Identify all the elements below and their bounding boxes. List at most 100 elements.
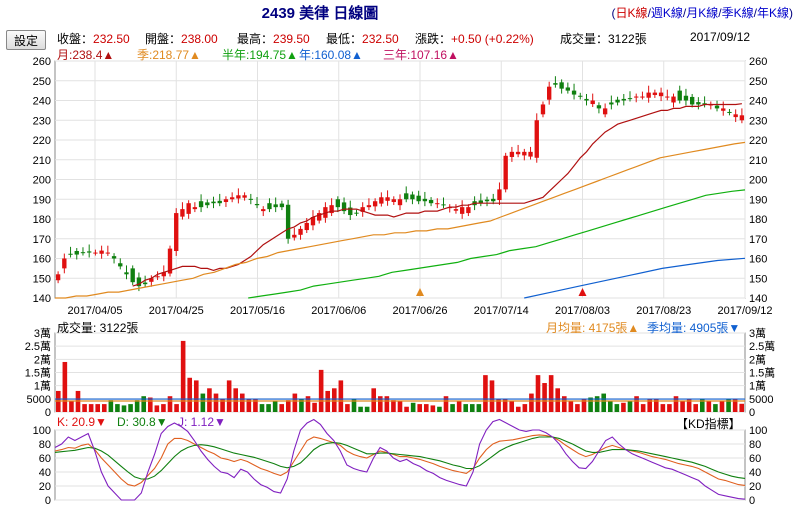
candle-body	[317, 213, 322, 221]
candle-body	[68, 253, 73, 255]
price-ytick-left: 260	[33, 56, 51, 68]
price-ytick-right: 210	[749, 155, 767, 167]
price-ytick-right: 240	[749, 96, 767, 108]
volume-bar	[285, 400, 291, 412]
volume-bar	[338, 380, 344, 412]
candle-body	[428, 200, 434, 204]
volume-bar	[502, 398, 508, 412]
candle-body	[217, 200, 222, 204]
volume-bar	[726, 398, 731, 412]
candle-body	[186, 203, 191, 214]
volume-bar	[345, 404, 350, 412]
volume-bar	[292, 393, 298, 412]
nav-yearly-link[interactable]: 年K線	[756, 6, 789, 20]
candle-body	[515, 151, 521, 155]
candle-body	[155, 276, 160, 278]
volume-bar	[621, 402, 626, 412]
volume-bar	[535, 375, 541, 412]
volume-bar	[331, 388, 337, 412]
candle-body	[528, 151, 533, 157]
kd-d-line	[54, 436, 746, 480]
volume-bar	[450, 404, 455, 412]
volume-bar	[101, 404, 107, 412]
nav-weekly-link[interactable]: 週K線	[650, 6, 683, 20]
price-ytick-right: 190	[749, 194, 767, 206]
price-ytick-right: 220	[749, 135, 767, 147]
volume-bar	[614, 404, 620, 412]
volume-bar	[384, 396, 390, 412]
nav-daily-link[interactable]: 日K線	[615, 6, 648, 20]
ma-season-label: 季:218.77▲	[137, 48, 201, 62]
candle-body	[478, 200, 483, 204]
volume-month-avg: 月均量: 4175張▲	[546, 321, 640, 335]
price-xtick: 2017/08/23	[636, 305, 691, 317]
price-ytick-left: 210	[33, 155, 51, 167]
volume-season-avg: 季均量: 4905張▼	[647, 321, 741, 335]
candle-body	[223, 199, 229, 203]
candle-body	[640, 96, 645, 98]
ma-halfyear-line	[248, 189, 746, 299]
volume-bar	[180, 340, 186, 412]
candle-body	[590, 100, 595, 105]
price-xtick: 2017/07/14	[474, 305, 529, 317]
candle-body	[565, 87, 571, 91]
nav-quarterly-link[interactable]: 季K線	[721, 6, 754, 20]
volume-bar	[397, 401, 403, 412]
volume-bar	[627, 401, 633, 412]
candle-body	[497, 189, 502, 201]
candle-body	[404, 193, 409, 200]
volume-bar	[476, 404, 482, 412]
volume-bar	[391, 400, 396, 412]
candle-body	[658, 92, 664, 97]
volume-bar	[443, 396, 449, 412]
candle-body	[540, 104, 546, 115]
volume-bar	[305, 396, 311, 412]
volume-ytick-right: 2.5萬	[749, 340, 775, 353]
candle-body	[360, 207, 365, 212]
volume-ytick-right: 3萬	[749, 327, 766, 340]
candle-body	[410, 194, 415, 200]
price-ytick-right: 260	[749, 56, 767, 68]
quote-change: 漲跌：+0.50 (+0.22%)	[415, 32, 534, 46]
volume-bar	[272, 401, 278, 412]
kd-d-label: D: 30.8▼	[117, 415, 168, 429]
volume-bar	[318, 369, 324, 412]
candle-body	[714, 105, 720, 109]
volume-ytick-right: 2萬	[749, 353, 766, 366]
price-ytick-left: 190	[33, 194, 51, 206]
volume-bar	[568, 401, 574, 412]
settings-button[interactable]: 設定	[6, 30, 46, 50]
volume-bar	[200, 393, 206, 412]
candle-body	[584, 98, 589, 101]
price-xtick: 2017/09/12	[717, 305, 772, 317]
candle-body	[509, 151, 515, 157]
candle-body	[696, 102, 701, 105]
price-ytick-left: 240	[33, 96, 51, 108]
signal-triangle	[578, 288, 587, 296]
volume-bar	[161, 404, 166, 412]
candle-body	[689, 96, 695, 105]
candle-body	[99, 250, 104, 254]
price-ytick-left: 140	[33, 293, 51, 305]
candle-body	[229, 197, 235, 200]
candle-body	[161, 272, 166, 277]
volume-bar	[253, 398, 258, 412]
candle-body	[547, 86, 552, 100]
volume-bar	[220, 398, 225, 412]
volume-bar	[653, 398, 659, 412]
candle-body	[329, 205, 334, 214]
candle-body	[503, 155, 508, 190]
candle-body	[130, 268, 135, 283]
candle-body	[93, 252, 98, 254]
volume-bar	[134, 400, 140, 412]
volume-ytick-left: 1萬	[34, 380, 51, 393]
price-xtick: 2017/04/05	[67, 305, 122, 317]
kd-j-line	[54, 418, 746, 501]
nav-monthly-link[interactable]: 月K線	[686, 6, 719, 20]
price-xtick: 2017/06/26	[392, 305, 447, 317]
candle-body	[459, 207, 465, 214]
volume-bar	[312, 402, 317, 412]
candle-body	[261, 209, 266, 212]
quote-close: 收盤：232.50	[57, 32, 130, 46]
price-ytick-left: 230	[33, 115, 51, 127]
